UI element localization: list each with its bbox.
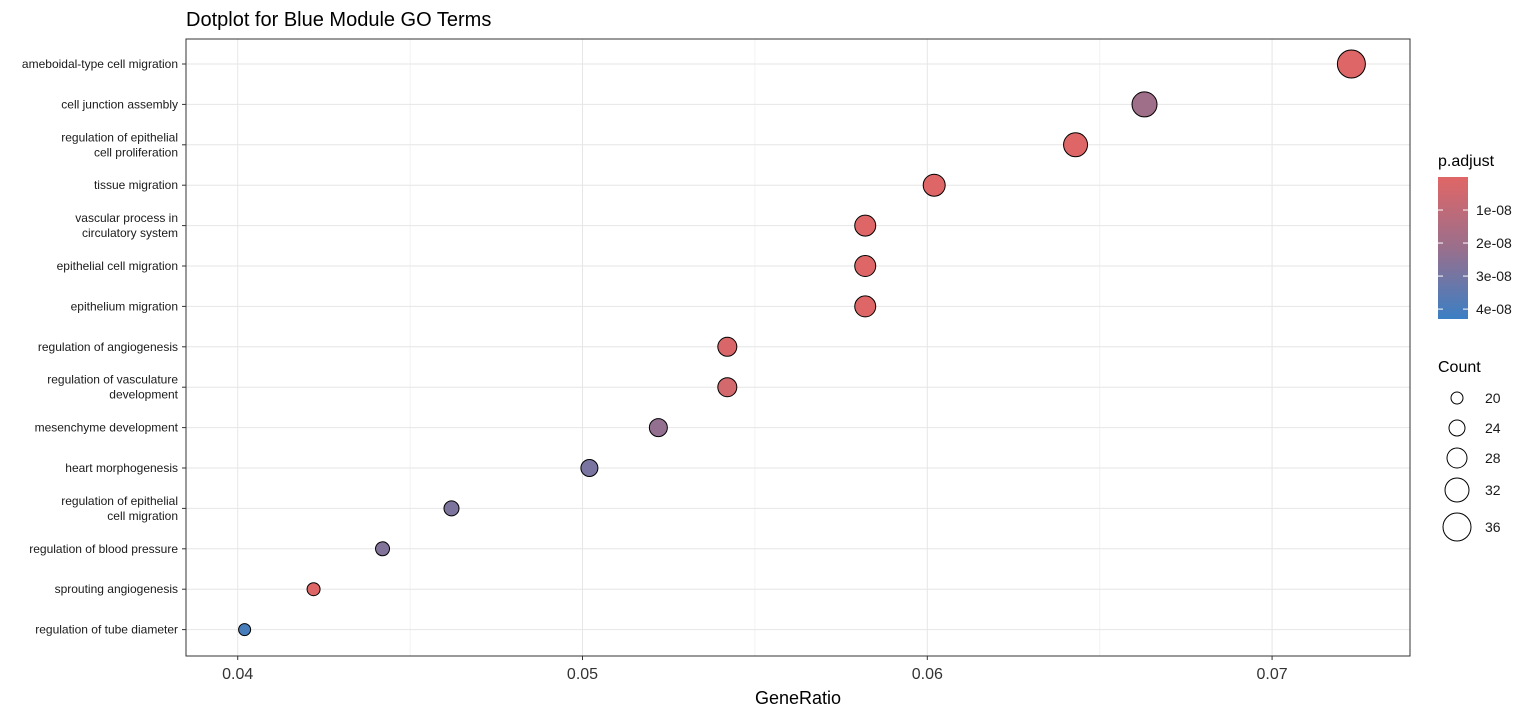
- data-point: [375, 541, 391, 557]
- size-legend-label: 36: [1485, 519, 1501, 535]
- color-legend-label: 1e-08: [1476, 202, 1512, 218]
- data-point: [580, 459, 599, 477]
- size-legend-circle: [1446, 447, 1468, 469]
- size-legend-label: 32: [1485, 482, 1501, 498]
- size-legend-label: 24: [1485, 420, 1501, 436]
- size-legend-label: 20: [1485, 390, 1501, 406]
- size-legend-circle: [1448, 419, 1466, 437]
- plot-background: [186, 39, 1410, 656]
- data-point: [854, 255, 877, 277]
- data-point: [1131, 91, 1158, 118]
- y-tick-label: cell junction assembly: [61, 97, 178, 111]
- x-axis-ticks: 0.04 0.05 0.06 0.07: [222, 656, 1288, 683]
- data-point: [648, 418, 668, 438]
- data-point: [717, 377, 738, 398]
- size-legend: Count 20 24 28 32 36: [1438, 359, 1501, 542]
- color-legend-bar: [1438, 177, 1468, 319]
- x-tick-label: 0.04: [222, 666, 253, 683]
- x-tick-label: 0.06: [912, 666, 943, 683]
- size-legend-circle: [1450, 391, 1464, 405]
- data-point: [1336, 49, 1366, 79]
- y-tick-label: heart morphogenesis: [65, 461, 178, 475]
- size-legend-items: 20 24 28 32 36: [1442, 390, 1501, 542]
- size-legend-label: 28: [1485, 450, 1501, 466]
- y-tick-label: sprouting angiogenesis: [55, 582, 178, 596]
- size-legend-circle: [1444, 477, 1470, 503]
- y-tick-label: epithelium migration: [71, 299, 178, 313]
- y-tick-label: ameboidal-type cell migration: [22, 57, 178, 71]
- size-legend-title: Count: [1438, 359, 1481, 376]
- color-legend-label: 3e-08: [1476, 268, 1512, 284]
- y-tick-label: regulation of angiogenesis: [38, 340, 178, 354]
- chart-title: Dotplot for Blue Module GO Terms: [186, 9, 491, 31]
- y-tick-label: regulation of epithelial cell migration: [61, 494, 178, 523]
- x-axis-title: GeneRatio: [755, 688, 841, 708]
- plot-panel-border: [185, 38, 1411, 657]
- y-tick-label: regulation of blood pressure: [29, 542, 178, 556]
- data-point: [1063, 132, 1089, 158]
- color-legend-label: 4e-08: [1476, 301, 1512, 317]
- data-point: [306, 582, 321, 597]
- data-point: [717, 336, 738, 357]
- y-tick-label: epithelial cell migration: [57, 259, 178, 273]
- y-tick-label: tissue migration: [94, 178, 178, 192]
- y-tick-label: regulation of tube diameter: [35, 623, 178, 637]
- data-point: [854, 295, 877, 318]
- y-tick-label: regulation of vasculature development: [47, 373, 178, 402]
- color-legend-label: 2e-08: [1476, 235, 1512, 251]
- x-tick-label: 0.07: [1257, 666, 1288, 683]
- x-tick-label: 0.05: [567, 666, 598, 683]
- y-tick-label: regulation of epithelial cell proliferati…: [61, 130, 178, 159]
- grid-lines: [186, 39, 1410, 656]
- y-tick-label: mesenchyme development: [35, 421, 179, 435]
- data-point: [854, 214, 877, 237]
- data-point: [443, 500, 460, 517]
- data-point: [922, 173, 946, 197]
- y-axis-labels: ameboidal-type cell migration cell juncti…: [22, 57, 186, 637]
- color-legend: p.adjust 1e-08 2e-08 3e-08 4e-08: [1438, 153, 1512, 319]
- color-legend-ticks: 1e-08 2e-08 3e-08 4e-08: [1438, 202, 1512, 317]
- y-tick-label: vascular process in circulatory system: [75, 211, 178, 240]
- data-points: [238, 49, 1366, 637]
- color-legend-title: p.adjust: [1438, 153, 1495, 170]
- size-legend-circle: [1442, 512, 1472, 542]
- data-point: [238, 623, 252, 637]
